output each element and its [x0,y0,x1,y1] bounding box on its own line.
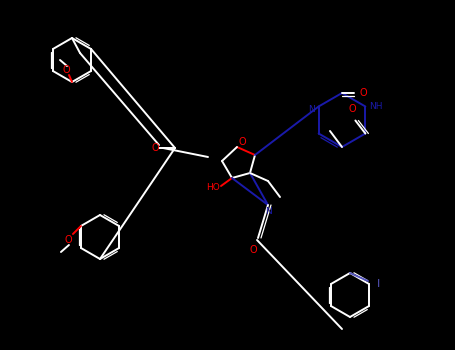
Text: O: O [238,137,246,147]
Text: O: O [359,88,367,98]
Text: N: N [308,105,315,114]
Text: O: O [249,245,257,255]
Text: O: O [62,65,70,75]
Text: N: N [265,206,271,216]
Text: O: O [349,105,356,114]
Text: O: O [151,143,159,153]
Text: NH: NH [369,102,382,111]
Text: I: I [376,279,379,289]
Text: O: O [64,235,72,245]
Text: HO: HO [206,183,220,192]
